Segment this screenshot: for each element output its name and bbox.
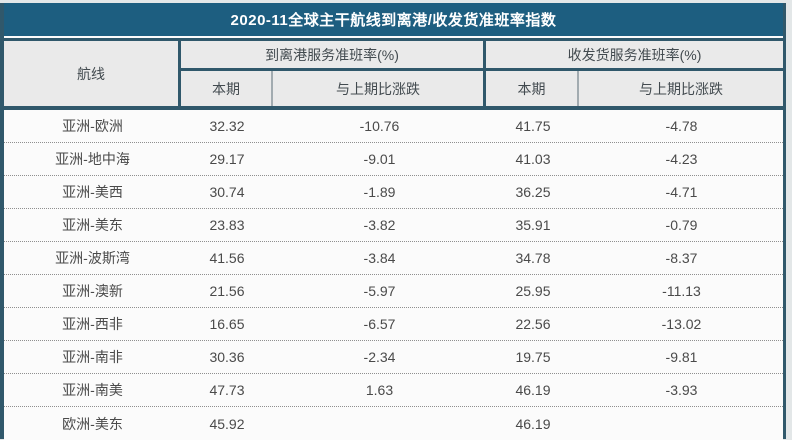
dep-current-cell: 30.74 [209, 184, 245, 200]
route-column-header: 航线 [4, 41, 181, 106]
recv-current-cell: 41.03 [515, 151, 551, 167]
punctuality-index-table: 2020-11全球主干航线到离港/收发货准班率指数 航线 到离港服务准班率(%)… [0, 3, 786, 440]
dep-current-cell: 41.56 [209, 250, 245, 266]
route-cell: 亚洲-美西 [62, 184, 123, 200]
departure-group-header: 到离港服务准班率(%) 本期 与上期比涨跌 [181, 41, 486, 106]
recv-current-cell: 22.56 [515, 316, 551, 332]
departure-subheader-row: 本期 与上期比涨跌 [181, 71, 483, 106]
dep-current-cell: 30.36 [209, 349, 245, 365]
table-row: 亚洲-美东 23.83 -3.82 35.91 -0.79 [4, 209, 783, 242]
dep-current-cell: 29.17 [209, 151, 245, 167]
dep-change-cell: -1.89 [363, 184, 396, 200]
route-cell: 亚洲-南美 [62, 382, 123, 398]
route-cell: 亚洲-西非 [62, 316, 123, 332]
recv-current-cell: 34.78 [515, 250, 551, 266]
route-cell: 亚洲-美东 [62, 217, 123, 233]
table-row: 亚洲-波斯湾 41.56 -3.84 34.78 -8.37 [4, 242, 783, 275]
recv-change-cell: -8.37 [665, 250, 698, 266]
route-cell: 亚洲-波斯湾 [55, 250, 130, 266]
table-row: 欧洲-美东 45.92 46.19 [4, 407, 783, 440]
table-body: 亚洲-欧洲 32.32 -10.76 41.75 -4.78 亚洲-地中海 29… [4, 110, 783, 440]
cargo-subheader-row: 本期 与上期比涨跌 [486, 71, 783, 106]
table-header: 航线 到离港服务准班率(%) 本期 与上期比涨跌 收发货服务准班率(%) 本期 … [4, 38, 783, 110]
departure-group-title: 到离港服务准班率(%) [181, 41, 483, 71]
departure-change-header: 与上期比涨跌 [336, 80, 420, 97]
recv-change-cell: -0.79 [665, 217, 698, 233]
cargo-change-header: 与上期比涨跌 [639, 80, 723, 97]
dep-change-cell: -3.82 [363, 217, 396, 233]
table-row: 亚洲-美西 30.74 -1.89 36.25 -4.71 [4, 176, 783, 209]
recv-change-cell: -4.71 [665, 184, 698, 200]
table-row: 亚洲-澳新 21.56 -5.97 25.95 -11.13 [4, 275, 783, 308]
recv-change-cell: -13.02 [661, 316, 702, 332]
table-row: 亚洲-西非 16.65 -6.57 22.56 -13.02 [4, 308, 783, 341]
cargo-current-header: 本期 [486, 71, 579, 106]
recv-change-cell: -9.81 [665, 349, 698, 365]
recv-change-cell [580, 407, 783, 440]
table-row: 亚洲-南非 30.36 -2.34 19.75 -9.81 [4, 341, 783, 374]
dep-change-cell: -6.57 [363, 316, 396, 332]
route-cell: 亚洲-澳新 [62, 283, 123, 299]
recv-current-cell: 46.19 [515, 415, 551, 432]
cargo-group-title: 收发货服务准班率(%) [486, 41, 783, 71]
table-row: 亚洲-欧洲 32.32 -10.76 41.75 -4.78 [4, 110, 783, 143]
dep-change-cell: -10.76 [359, 118, 400, 134]
dep-current-cell: 21.56 [209, 283, 245, 299]
dep-change-cell: -9.01 [363, 151, 396, 167]
dep-current-cell: 45.92 [209, 415, 245, 432]
recv-change-cell: -4.78 [665, 118, 698, 134]
recv-current-cell: 35.91 [515, 217, 551, 233]
dep-current-cell: 16.65 [209, 316, 245, 332]
recv-current-cell: 19.75 [515, 349, 551, 365]
dep-current-cell: 32.32 [209, 118, 245, 134]
dep-change-cell: -2.34 [363, 349, 396, 365]
recv-change-cell: -4.23 [665, 151, 698, 167]
dep-change-cell: -3.84 [363, 250, 396, 266]
dep-change-cell [273, 407, 486, 440]
table-row: 亚洲-南美 47.73 1.63 46.19 -3.93 [4, 374, 783, 407]
route-cell: 亚洲-地中海 [55, 151, 130, 167]
dep-current-cell: 23.83 [209, 217, 245, 233]
route-cell: 亚洲-南非 [62, 349, 123, 365]
dep-current-cell: 47.73 [209, 382, 245, 398]
recv-current-cell: 36.25 [515, 184, 551, 200]
route-cell: 亚洲-欧洲 [62, 118, 123, 134]
cargo-group-header: 收发货服务准班率(%) 本期 与上期比涨跌 [486, 41, 783, 106]
recv-change-cell: -11.13 [662, 283, 701, 299]
departure-current-header: 本期 [181, 71, 273, 106]
recv-current-cell: 25.95 [515, 283, 551, 299]
recv-current-cell: 41.75 [515, 118, 551, 134]
recv-current-cell: 46.19 [515, 382, 551, 398]
table-row: 亚洲-地中海 29.17 -9.01 41.03 -4.23 [4, 143, 783, 176]
dep-change-cell: -5.97 [363, 283, 396, 299]
dep-change-cell: 1.63 [365, 382, 394, 398]
table-title: 2020-11全球主干航线到离港/收发货准班率指数 [4, 3, 783, 36]
route-cell: 欧洲-美东 [62, 415, 123, 432]
recv-change-cell: -3.93 [665, 382, 698, 398]
